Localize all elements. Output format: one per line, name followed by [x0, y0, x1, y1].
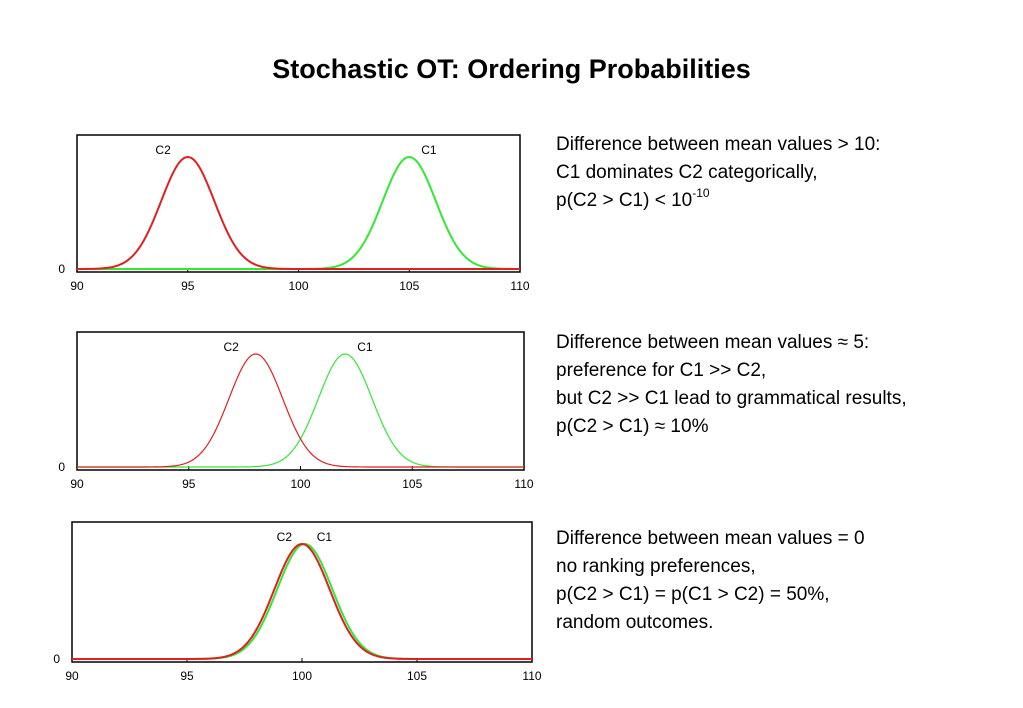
chart-panel-2: 90 95 100 105 110 0 C2 C1 [58, 331, 534, 491]
x-tick-label: 100 [288, 279, 308, 293]
chart-panel-3: 90 95 100 105 110 0 C2 C1 [53, 521, 542, 683]
series-line-c2 [72, 543, 532, 660]
x-tick-label: 95 [180, 669, 194, 683]
x-tick-label: 100 [292, 669, 312, 683]
page-title: Stochastic OT: Ordering Probabilities [272, 54, 751, 84]
probability-exponent: -10 [692, 185, 710, 200]
plot-frame [71, 521, 533, 663]
x-tick-label: 105 [407, 669, 427, 683]
description-3-line-4: random outcomes. [556, 612, 714, 633]
x-tick-label: 95 [182, 477, 196, 491]
series-label-c1: C1 [317, 530, 333, 544]
plot-frame [76, 134, 521, 273]
x-tick-label: 95 [181, 279, 195, 293]
description-1-line-2: C1 dominates C2 categorically, [556, 162, 818, 183]
plot-frame [76, 331, 525, 471]
x-tick-label: 110 [510, 279, 529, 293]
y-tick-label: 0 [53, 652, 60, 666]
x-tick-label: 90 [70, 279, 84, 293]
x-tick-label: 110 [522, 669, 541, 683]
description-3-line-2: no ranking preferences, [556, 556, 756, 577]
description-3-line-3: p(C2 > C1) = p(C1 > C2) = 50%, [556, 584, 830, 605]
description-1-line-3: p(C2 > C1) < 10-10 [556, 187, 880, 215]
x-tick-label: 110 [514, 477, 533, 491]
description-2-line-1: Difference between mean values ≈ 5: [556, 332, 870, 353]
series-label-c1: C1 [421, 143, 437, 157]
series-line-c1 [77, 353, 524, 468]
series-label-c1: C1 [357, 340, 373, 354]
description-2-line-2: preference for C1 >> C2, [556, 360, 767, 381]
series-label-c2: C2 [155, 143, 171, 157]
description-2: Difference between mean values ≈ 5: pref… [556, 329, 907, 441]
description-2-line-3: but C2 >> C1 lead to grammatical results… [556, 388, 907, 409]
series-line-c2 [77, 156, 520, 270]
series-line-c2 [77, 353, 524, 468]
series-line-c1 [77, 156, 520, 270]
description-1-line-1: Difference between mean values > 10: [556, 134, 881, 155]
series-label-c2: C2 [223, 340, 239, 354]
description-2-line-4: p(C2 > C1) ≈ 10% [556, 416, 709, 437]
description-3-line-1: Difference between mean values = 0 [556, 528, 865, 549]
y-tick-label: 0 [58, 262, 65, 276]
x-tick-label: 105 [399, 279, 419, 293]
y-tick-label: 0 [58, 460, 65, 474]
probability-text: p(C2 > C1) < 10 [556, 190, 693, 211]
chart-panel-1: 90 95 100 105 110 0 C2 C1 [58, 134, 530, 293]
description-3: Difference between mean values = 0 no ra… [556, 525, 865, 637]
description-1: Difference between mean values > 10: C1 … [556, 131, 880, 215]
series-line-c1 [72, 543, 532, 660]
series-label-c2: C2 [277, 530, 293, 544]
x-tick-label: 90 [70, 477, 84, 491]
x-tick-label: 105 [402, 477, 422, 491]
x-tick-label: 90 [65, 669, 79, 683]
x-tick-label: 100 [290, 477, 310, 491]
